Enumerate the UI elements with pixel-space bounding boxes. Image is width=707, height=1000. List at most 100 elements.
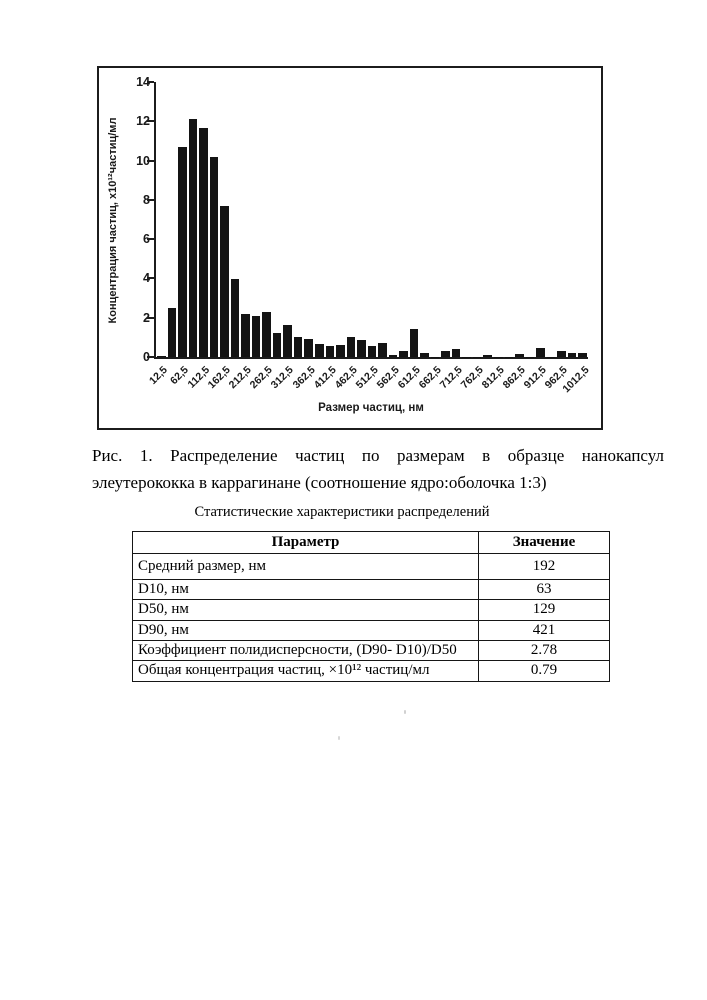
- bar: [241, 313, 250, 357]
- value-cell: 2.78: [478, 639, 610, 662]
- value-cell: 192: [478, 553, 610, 580]
- y-tick-label: 10: [136, 153, 150, 168]
- y-tick-mark: [147, 316, 154, 319]
- scan-artifact: [338, 736, 340, 740]
- particle-size-distribution-chart: Концентрация частиц, х10¹²частиц/мл 0246…: [97, 66, 603, 430]
- bar: [220, 205, 229, 357]
- scan-artifact: [404, 710, 406, 714]
- bar: [536, 348, 545, 357]
- bar: [515, 354, 524, 357]
- param-cell: D50, нм: [132, 599, 479, 621]
- bar: [178, 146, 187, 357]
- table-row: D90, нм 421: [132, 619, 610, 641]
- table-row: Общая концентрация частиц, ×10¹² частиц/…: [132, 660, 610, 682]
- bar: [504, 356, 514, 357]
- x-tick-label: 662,5: [416, 364, 444, 392]
- bar: [409, 328, 419, 357]
- bar: [304, 339, 313, 357]
- x-tick-label: 512,5: [353, 364, 381, 392]
- bar: [314, 344, 324, 357]
- bar: [262, 311, 271, 357]
- bar: [336, 345, 345, 357]
- bar: [346, 337, 356, 357]
- stats-table-header-row: Параметр Значение: [132, 530, 610, 555]
- bar: [462, 356, 471, 357]
- y-tick-label: 8: [143, 191, 150, 209]
- y-tick-label: 12: [136, 114, 150, 129]
- bar: [441, 351, 450, 357]
- value-cell: 129: [478, 599, 610, 621]
- bar: [199, 128, 208, 357]
- table-row: D50, нм 129: [132, 599, 610, 621]
- param-cell: Коэффициент полидисперсности, (D90- D10)…: [132, 639, 479, 662]
- stats-table: Параметр Значение Средний размер, нм 192 D…: [132, 530, 610, 682]
- x-tick-label: 412,5: [311, 364, 339, 392]
- column-header-parameter: Параметр: [132, 530, 479, 555]
- bar: [525, 356, 535, 357]
- table-heading: Статистические характеристики распределе…: [194, 504, 490, 520]
- x-tick-label: 112,5: [185, 364, 212, 391]
- x-tick-label: 162,5: [205, 364, 233, 392]
- y-tick-mark: [147, 120, 154, 123]
- y-tick-label: 4: [143, 269, 150, 287]
- x-axis-title: Размер частиц, нм: [318, 402, 424, 414]
- bar: [494, 356, 503, 357]
- bar: [378, 343, 387, 357]
- x-tick-label: 212,5: [227, 364, 255, 392]
- bar: [430, 356, 440, 357]
- x-tick-label: 812,5: [479, 364, 507, 392]
- param-cell: Средний размер, нм: [132, 553, 479, 580]
- figure-caption: Рис. 1. Распределение частиц по размерам…: [92, 442, 664, 496]
- bar: [283, 324, 292, 357]
- bar: [472, 356, 482, 357]
- figure-caption-line2: элеутерококка в каррагинане (соотношение…: [92, 473, 547, 492]
- bar: [293, 337, 303, 357]
- x-tick-label: 562,5: [374, 364, 402, 392]
- y-tick-label: 2: [143, 309, 150, 327]
- bar: [188, 119, 198, 357]
- y-tick-mark: [147, 277, 154, 280]
- bar: [367, 346, 377, 357]
- bar: [272, 333, 282, 357]
- x-tick-label: 462,5: [332, 364, 360, 392]
- bar: [325, 346, 335, 357]
- table-row: Средний размер, нм 192: [132, 553, 610, 580]
- bar: [483, 355, 492, 357]
- y-tick-mark: [147, 356, 154, 358]
- column-header-value: Значение: [478, 530, 610, 555]
- bar: [230, 279, 240, 357]
- x-tick-label: 862,5: [500, 364, 528, 392]
- x-tick-label: 912,5: [522, 364, 550, 392]
- plot-area: [154, 82, 588, 359]
- table-row: Коэффициент полидисперсности, (D90- D10)…: [132, 639, 610, 662]
- bar: [209, 156, 219, 357]
- y-tick-label: 14: [136, 75, 150, 89]
- y-tick-mark: [147, 198, 154, 201]
- x-tick-label: 262,5: [248, 364, 276, 392]
- x-tick-label: 362,5: [290, 364, 318, 392]
- y-tick-mark: [147, 81, 154, 83]
- x-axis-tick-labels: 12,5 62,5 112,5 162,5 212,5 262,5 312,5 362,5 41…: [147, 364, 591, 406]
- param-cell: Общая концентрация частиц, ×10¹² частиц/…: [132, 660, 479, 682]
- y-axis: 0 2 4 6 8 10 12 14: [99, 68, 601, 428]
- y-tick-mark: [147, 159, 154, 162]
- value-cell: 63: [478, 578, 610, 601]
- bar: [251, 315, 261, 357]
- param-cell: D10, нм: [132, 578, 479, 601]
- bar: [420, 353, 429, 357]
- bar: [388, 355, 398, 357]
- bar: [167, 307, 177, 357]
- figure-caption-line1: Рис. 1. Распределение частиц по размерам…: [92, 446, 664, 465]
- y-tick-label: 6: [143, 230, 150, 248]
- x-tick-label: 312,5: [269, 364, 297, 392]
- bar: [578, 353, 587, 357]
- param-cell: D90, нм: [132, 619, 479, 641]
- bar: [357, 340, 366, 357]
- x-tick-label: 612,5: [395, 364, 423, 392]
- bar: [546, 356, 556, 357]
- value-cell: 0.79: [478, 660, 610, 682]
- bar: [451, 349, 461, 357]
- bar: [157, 356, 166, 357]
- y-tick-mark: [147, 238, 154, 241]
